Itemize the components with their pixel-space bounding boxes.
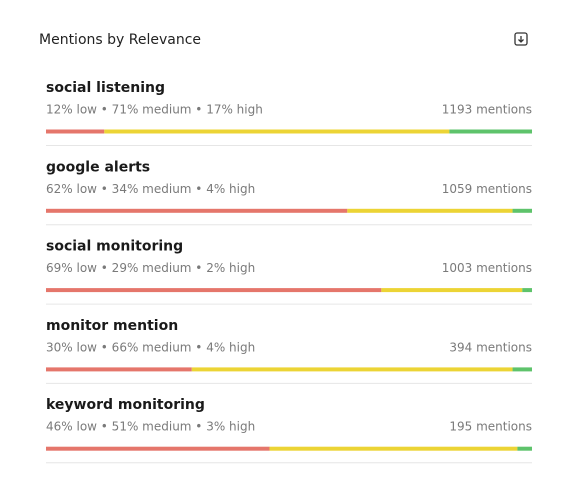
mention-count: 1193 mentions	[442, 103, 532, 117]
relevance-breakdown: 69% low • 29% medium • 2% high	[46, 261, 255, 275]
download-button[interactable]	[514, 32, 528, 46]
keyword-name: keyword monitoring	[46, 397, 205, 413]
mention-count: 394 mentions	[449, 340, 532, 354]
relevance-bar-segment	[517, 446, 532, 451]
relevance-bar-segment	[46, 367, 192, 372]
relevance-bar-segment	[381, 288, 523, 293]
relevance-bar-segment	[46, 129, 105, 134]
relevance-bar-segment	[46, 208, 348, 213]
relevance-breakdown: 12% low • 71% medium • 17% high	[46, 103, 263, 117]
mention-count: 1003 mentions	[442, 261, 532, 275]
relevance-bar-segment	[449, 129, 532, 134]
relevance-breakdown: 46% low • 51% medium • 3% high	[46, 420, 255, 434]
relevance-bar-segment	[104, 129, 450, 134]
relevance-breakdown: 62% low • 34% medium • 4% high	[46, 182, 255, 196]
relevance-bar-segment	[512, 367, 532, 372]
keyword-name: google alerts	[46, 159, 150, 175]
relevance-breakdown: 30% low • 66% medium • 4% high	[46, 340, 255, 354]
relevance-bar-segment	[269, 446, 518, 451]
mention-count: 1059 mentions	[442, 182, 532, 196]
mention-count: 195 mentions	[449, 420, 532, 434]
relevance-bar-segment	[512, 208, 532, 213]
widget-title: Mentions by Relevance	[39, 32, 201, 48]
relevance-bar-segment	[46, 446, 270, 451]
keyword-name: monitor mention	[46, 318, 178, 334]
keyword-name: social listening	[46, 80, 165, 96]
relevance-bar-segment	[191, 367, 513, 372]
keyword-name: social monitoring	[46, 239, 183, 255]
relevance-bar-segment	[46, 288, 382, 293]
relevance-bar-segment	[347, 208, 513, 213]
relevance-bar-segment	[522, 288, 532, 293]
